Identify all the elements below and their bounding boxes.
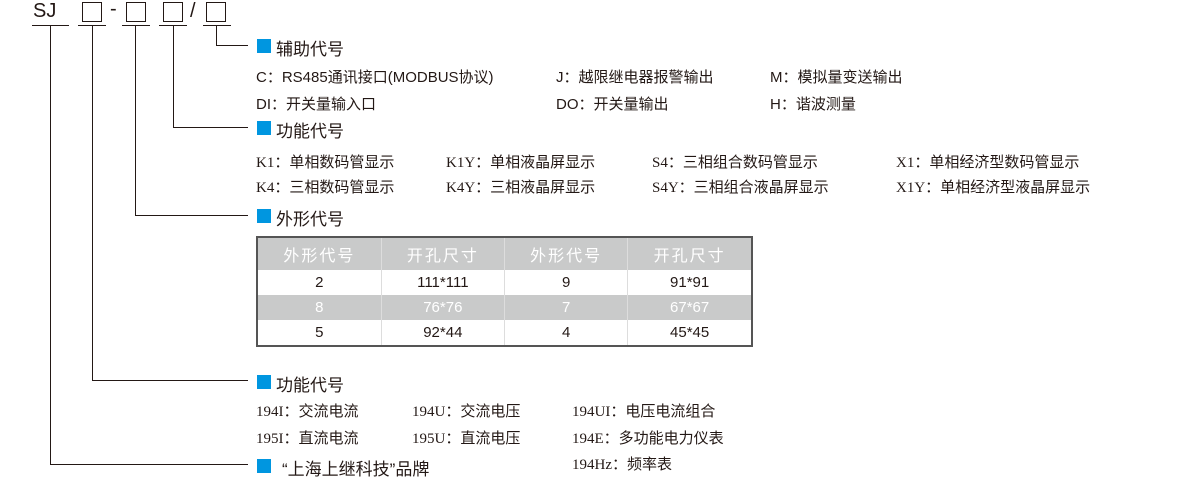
- table-header: 开孔尺寸: [627, 237, 753, 270]
- section-title-display: 功能代号: [276, 122, 344, 141]
- section-title-brand: “上海上继科技”品牌: [282, 460, 430, 479]
- function-item: 194Hz：频率表: [572, 457, 672, 473]
- table-cell: 45*45: [627, 320, 753, 346]
- code-box-2: [126, 2, 146, 22]
- code-prefix: SJ: [33, 0, 57, 22]
- connector: [92, 25, 93, 380]
- connector: [173, 25, 174, 127]
- code-dash: -: [110, 0, 117, 20]
- table-cell: 5: [257, 320, 382, 346]
- connector: [92, 380, 248, 381]
- display-item: K1Y：单相液晶屏显示: [446, 155, 596, 171]
- display-item: K4：三相数码管显示: [256, 180, 395, 196]
- table-header: 开孔尺寸: [381, 237, 505, 270]
- function-item: 195U：直流电压: [412, 431, 521, 447]
- underline: [203, 25, 231, 26]
- cutout-size-table: 外形代号 开孔尺寸 外形代号 开孔尺寸 2 111*111 9 91*91 8 …: [256, 236, 753, 347]
- connector: [135, 25, 136, 215]
- function-item: 195I：直流电流: [256, 431, 359, 447]
- table-cell: 7: [504, 295, 629, 320]
- connector: [173, 127, 248, 128]
- table-row: 2 111*111 9 91*91: [257, 270, 753, 295]
- table-header: 外形代号: [504, 237, 629, 270]
- aux-item: H：谐波测量: [770, 96, 856, 113]
- section-title-aux: 辅助代号: [276, 40, 344, 59]
- blue-square-icon: [257, 459, 271, 473]
- underline: [122, 25, 150, 26]
- table-header: 外形代号: [257, 237, 382, 270]
- display-item: K4Y：三相液晶屏显示: [446, 180, 596, 196]
- blue-square-icon: [257, 121, 271, 135]
- function-item: 194E：多功能电力仪表: [572, 431, 724, 447]
- table-header-row: 外形代号 开孔尺寸 外形代号 开孔尺寸: [257, 237, 753, 270]
- aux-item: M：模拟量变送输出: [770, 69, 903, 86]
- table-cell: 91*91: [627, 270, 753, 295]
- display-item: K1：单相数码管显示: [256, 155, 395, 171]
- table-row: 8 76*76 7 67*67: [257, 295, 753, 320]
- table-cell: 8: [257, 295, 382, 320]
- display-item: X1Y：单相经济型液晶屏显示: [896, 180, 1091, 196]
- connector: [216, 25, 217, 45]
- blue-square-icon: [257, 39, 271, 53]
- table-cell: 111*111: [381, 270, 505, 295]
- code-box-4: [206, 2, 226, 22]
- connector: [50, 25, 51, 465]
- aux-item: DI：开关量输入口: [256, 96, 377, 113]
- code-box-3: [163, 2, 183, 22]
- blue-square-icon: [257, 375, 271, 389]
- table-cell: 92*44: [381, 320, 505, 346]
- table-cell: 67*67: [627, 295, 753, 320]
- function-item: 194UI：电压电流组合: [572, 404, 716, 420]
- blue-square-icon: [257, 209, 271, 223]
- table-row: 5 92*44 4 45*45: [257, 320, 753, 346]
- section-title-shape: 外形代号: [276, 210, 344, 229]
- display-item: S4：三相组合数码管显示: [652, 155, 818, 171]
- function-item: 194I：交流电流: [256, 404, 359, 420]
- table-cell: 4: [504, 320, 629, 346]
- table-cell: 9: [504, 270, 629, 295]
- connector: [216, 45, 248, 46]
- aux-item: DO：开关量输出: [556, 96, 669, 113]
- function-item: 194U：交流电压: [412, 404, 521, 420]
- code-box-1: [82, 2, 102, 22]
- display-item: S4Y：三相组合液晶屏显示: [652, 180, 829, 196]
- table-cell: 2: [257, 270, 382, 295]
- connector: [135, 215, 248, 216]
- connector: [50, 464, 248, 465]
- code-slash: /: [190, 0, 196, 22]
- display-item: X1：单相经济型数码管显示: [896, 155, 1080, 171]
- aux-item: J：越限继电器报警输出: [556, 69, 714, 86]
- aux-item: C：RS485通讯接口(MODBUS协议): [256, 69, 494, 86]
- table-cell: 76*76: [381, 295, 505, 320]
- section-title-function: 功能代号: [276, 376, 344, 395]
